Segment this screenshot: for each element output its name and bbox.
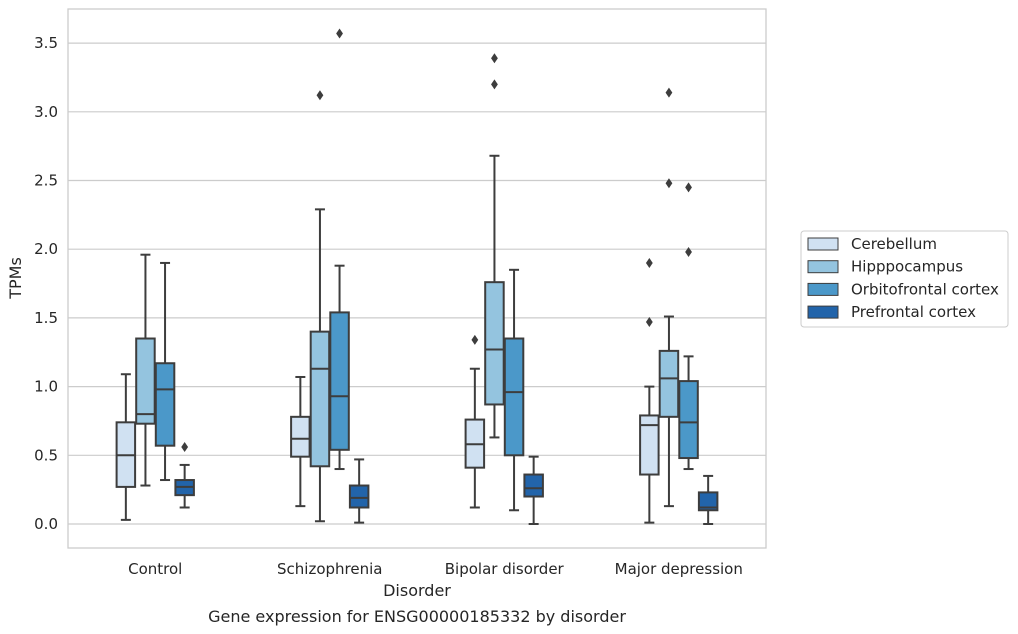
box-0-0	[115, 373, 137, 521]
box-1-3	[348, 458, 370, 524]
box-1-0	[290, 375, 311, 508]
x-tick-label: Schizophrenia	[277, 560, 382, 578]
box-3-0	[639, 257, 660, 524]
outlier-point	[685, 182, 692, 193]
box-body	[658, 349, 680, 418]
box-body	[503, 337, 525, 457]
box-body	[678, 380, 699, 460]
box-1-2	[329, 28, 350, 471]
box-1-1	[309, 90, 331, 523]
chart-title: Gene expression for ENSG00000185332 by d…	[208, 607, 626, 626]
y-tick-label: 2.0	[34, 240, 58, 258]
x-tick-label: Control	[128, 560, 182, 578]
legend-swatch	[807, 260, 839, 274]
outlier-point	[181, 442, 189, 453]
box-body	[523, 473, 544, 498]
x-tick-label: Bipolar disorder	[445, 560, 565, 578]
box-body	[290, 415, 311, 458]
box-body	[697, 491, 719, 512]
box-0-2	[154, 261, 176, 482]
outlier-point	[491, 79, 498, 90]
outlier-point	[665, 178, 673, 189]
y-tick-label: 1.0	[34, 378, 58, 396]
y-tick-label: 3.5	[34, 34, 58, 52]
legend-swatch	[807, 305, 839, 319]
box-3-2	[678, 182, 699, 471]
legend-frame	[800, 230, 1009, 328]
plot-frame	[67, 8, 767, 549]
box-2-3	[523, 455, 544, 525]
legend-label: Orbitofrontal cortex	[851, 280, 999, 298]
box-body	[309, 330, 331, 468]
legend-label: Hipppocampus	[851, 258, 963, 276]
box-body	[329, 311, 350, 451]
outlier-point	[491, 53, 498, 64]
legend-label: Prefrontal cortex	[851, 303, 976, 321]
legend: Cerebellum Hipppocampus Orbitofrontal cort…	[800, 230, 1009, 328]
box-0-3	[174, 442, 195, 509]
box-3-3	[697, 474, 719, 525]
y-axis-label: TPMs	[6, 257, 25, 300]
box-body	[154, 362, 176, 447]
outlier-point	[665, 87, 673, 98]
y-tick-label: 3.0	[34, 103, 58, 121]
x-tick-labels: Control Schizophrenia Bipolar disorder Majo…	[128, 560, 743, 578]
outlier-point	[645, 257, 653, 268]
grid-lines	[68, 42, 766, 525]
outlier-point	[336, 28, 343, 39]
y-tick-label: 1.5	[34, 309, 58, 327]
legend-swatch	[807, 237, 839, 251]
legend-swatch	[807, 282, 839, 296]
box-2-2	[503, 268, 525, 512]
box-body	[484, 281, 505, 406]
outlier-point	[645, 317, 653, 328]
x-tick-label: Major depression	[615, 560, 743, 578]
y-tick-labels: 0.0 0.5 1.0 1.5 2.0 2.5 3.0 3.5	[34, 34, 58, 533]
box-2-1	[484, 53, 505, 439]
outlier-point	[685, 246, 692, 257]
outlier-point	[471, 334, 479, 345]
box-layer	[115, 28, 719, 525]
y-tick-label: 0.0	[34, 515, 58, 533]
legend-label: Cerebellum	[851, 235, 937, 253]
box-body	[639, 414, 660, 476]
box-body	[135, 337, 156, 425]
x-axis-label: Disorder	[383, 581, 451, 600]
box-0-1	[135, 253, 156, 487]
box-3-1	[658, 87, 680, 508]
outlier-point	[316, 90, 324, 101]
box-2-0	[464, 334, 486, 509]
y-tick-label: 2.5	[34, 172, 58, 190]
box-body	[348, 484, 370, 509]
y-tick-label: 0.5	[34, 446, 58, 464]
